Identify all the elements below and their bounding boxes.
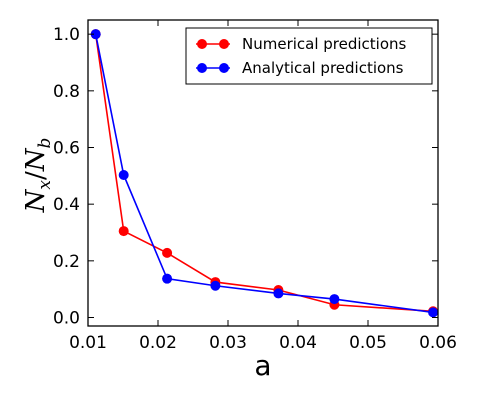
legend-marker-analytical xyxy=(197,63,207,73)
x-tick-label: 0.04 xyxy=(279,333,317,353)
data-point-1-0 xyxy=(90,29,101,40)
legend-marker-analytical-2 xyxy=(219,63,229,73)
y-tick-label: 0.8 xyxy=(53,82,80,102)
x-tick-label: 0.02 xyxy=(139,333,177,353)
y-tick-label: 0.0 xyxy=(53,309,80,329)
svg-text:Nx/Nb: Nx/Nb xyxy=(21,138,55,214)
data-point-0-2 xyxy=(162,247,173,258)
y-title-sub-b: b xyxy=(35,138,55,149)
data-point-0-1 xyxy=(118,226,129,237)
ticks-layer: 0.01 0.02 0.03 0.04 0.05 0.06 0.0 0.2 0.4 0.6 0.8 1… xyxy=(53,20,457,353)
series-layer xyxy=(90,29,439,318)
y-tick-label: 0.6 xyxy=(53,139,80,159)
legend-box xyxy=(185,27,433,85)
x-tick-label: 0.03 xyxy=(209,333,247,353)
x-tick-label: 0.06 xyxy=(419,333,457,353)
x-tick-label: 0.01 xyxy=(69,333,107,353)
y-title-sub-x: x xyxy=(35,180,55,190)
legend: Numerical predictions Analytical predict… xyxy=(185,27,433,85)
legend-marker-numerical-2 xyxy=(219,39,229,49)
data-point-1-2 xyxy=(162,273,173,284)
plot-frame xyxy=(87,19,439,327)
y-tick-label: 0.2 xyxy=(53,252,80,272)
y-title-n1: N xyxy=(21,188,51,213)
legend-label-numerical: Numerical predictions xyxy=(242,35,407,53)
legend-label-analytical: Analytical predictions xyxy=(242,59,404,77)
x-axis-title: a xyxy=(254,349,271,382)
y-tick-label: 0.4 xyxy=(53,195,80,215)
x-tick-label: 0.05 xyxy=(349,333,387,353)
y-title-n2: N xyxy=(21,147,51,172)
legend-marker-numerical xyxy=(197,39,207,49)
data-point-1-3 xyxy=(210,280,221,291)
data-point-1-5 xyxy=(329,294,340,305)
data-point-1-4 xyxy=(273,288,284,299)
y-axis-title: Nx/Nb xyxy=(21,138,55,214)
y-title-slash: / xyxy=(21,171,51,180)
y-tick-label: 1.0 xyxy=(53,25,80,45)
data-point-1-6 xyxy=(428,307,439,318)
data-point-1-1 xyxy=(118,169,129,180)
